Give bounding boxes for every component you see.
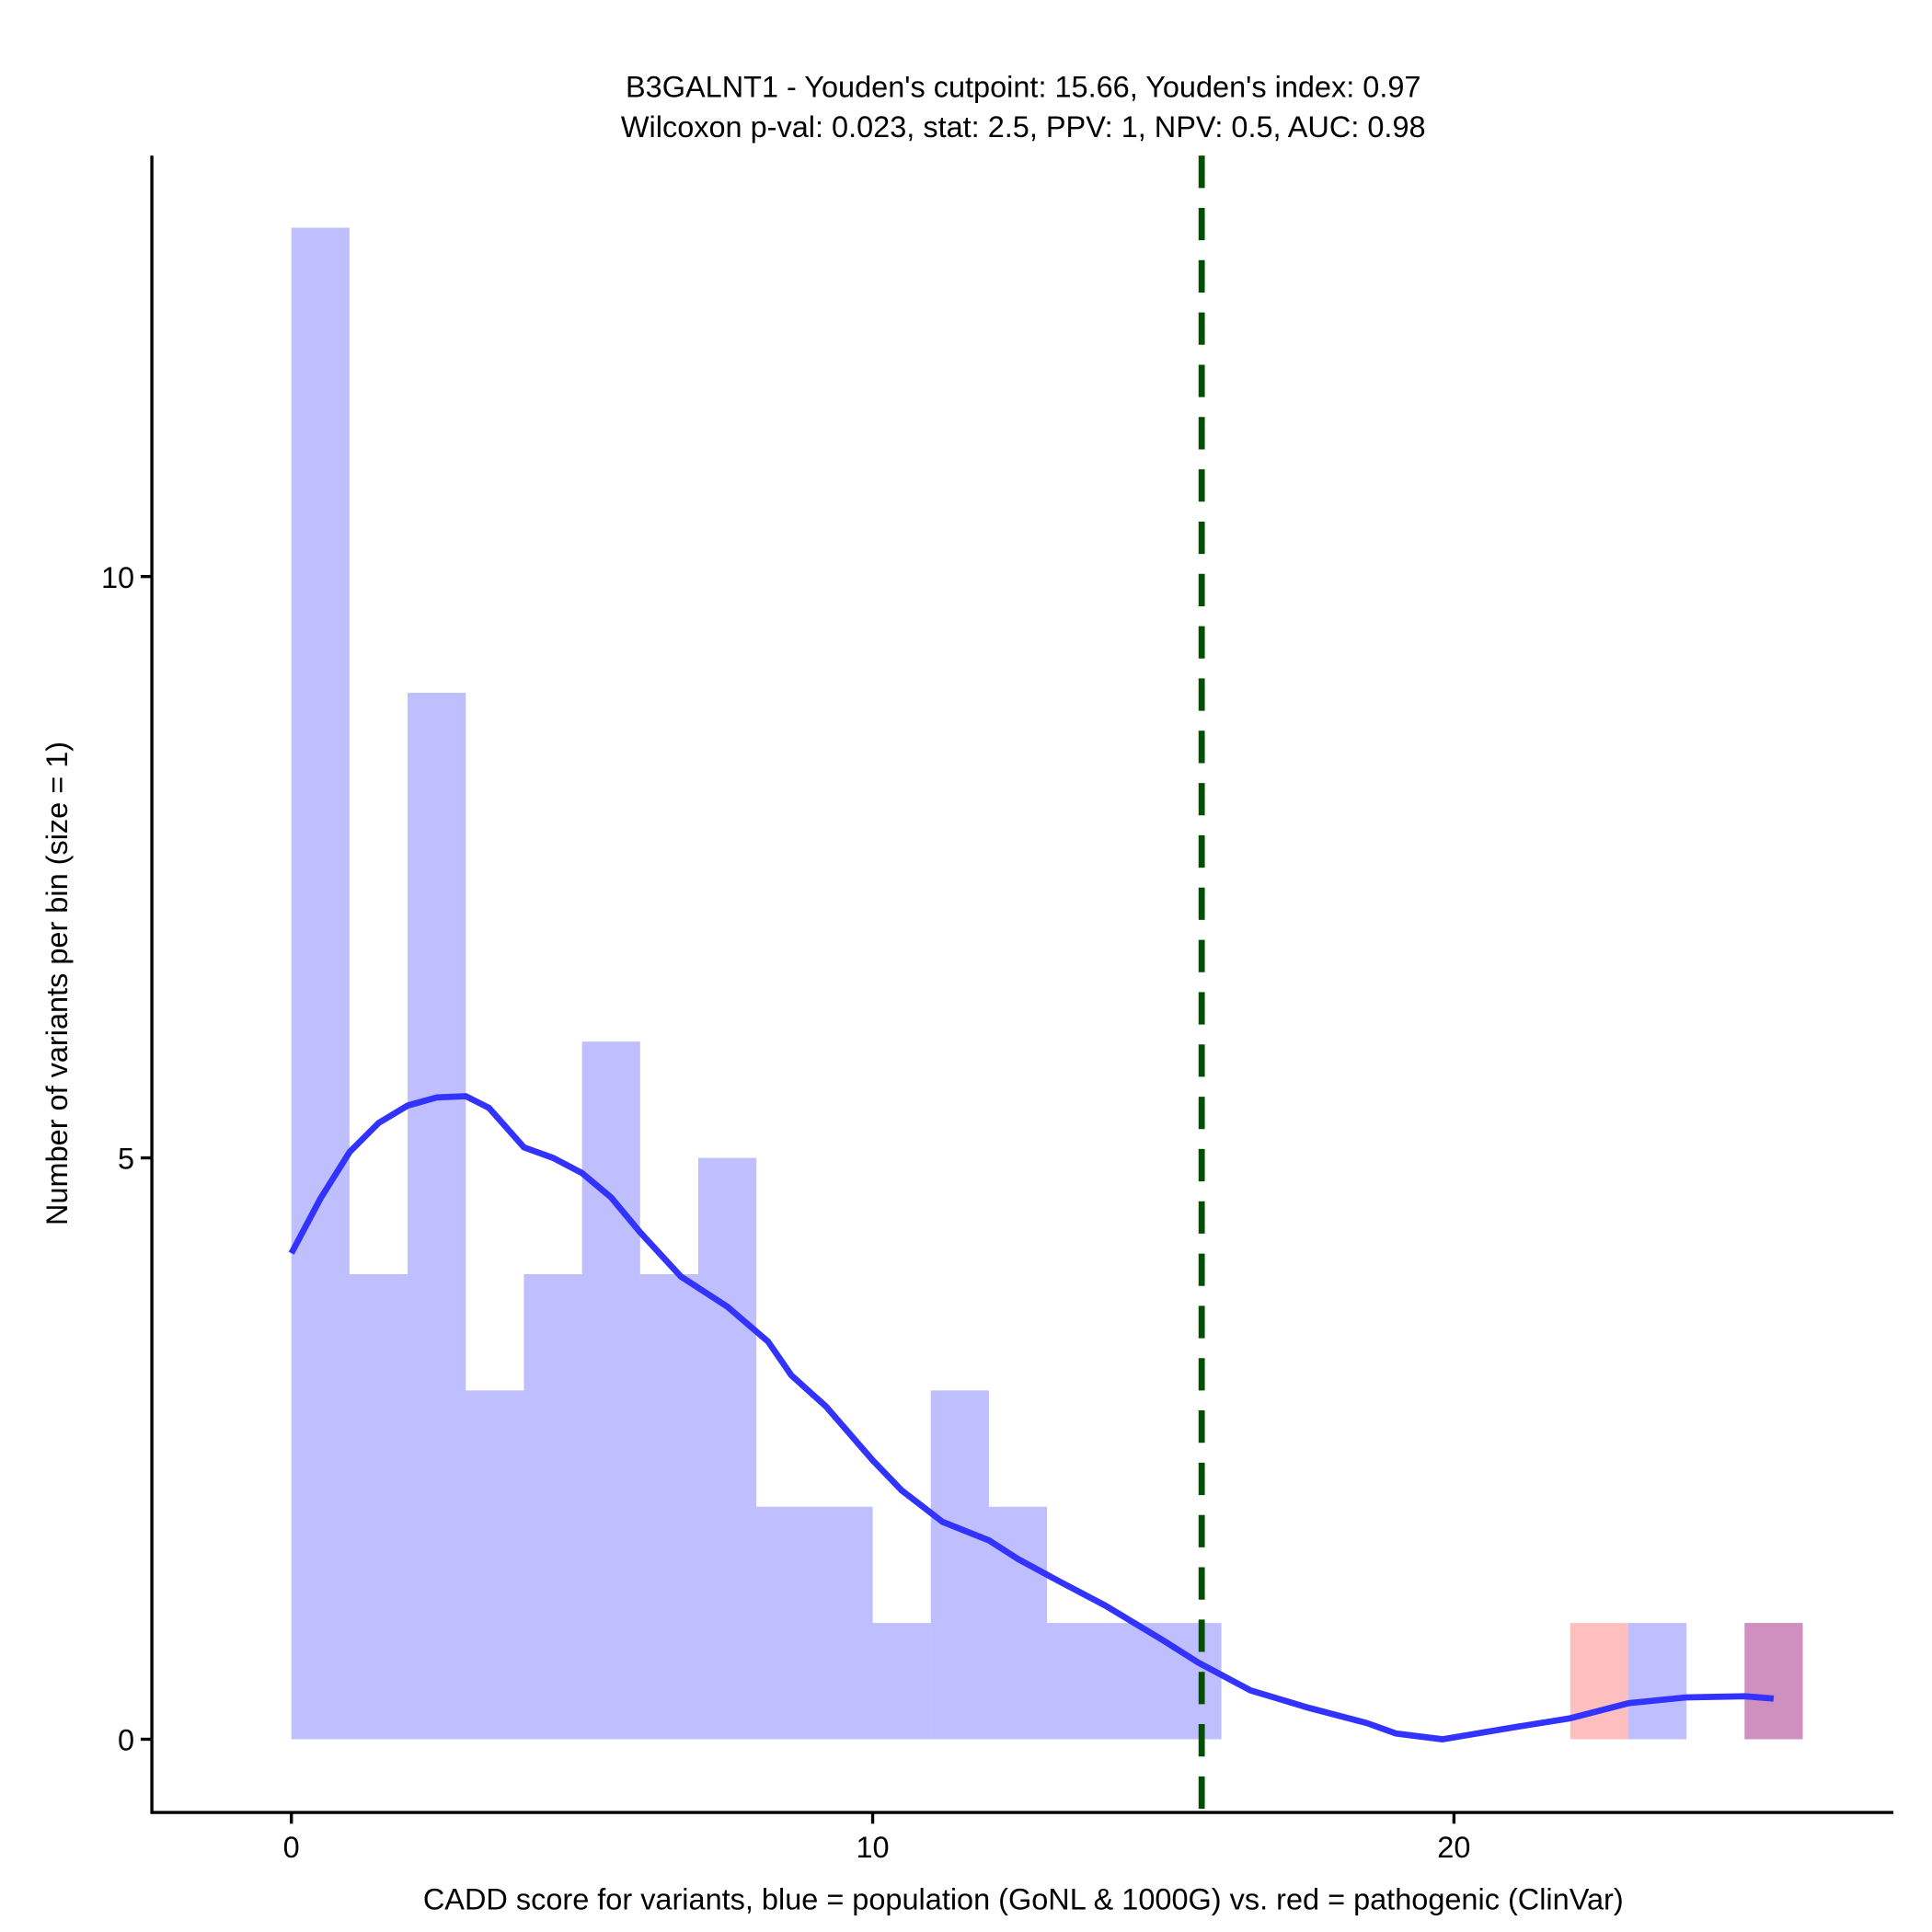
x-tick-label: 0	[283, 1831, 300, 1864]
ticks-layer: 0 10 20 0 5 10	[101, 561, 1470, 1864]
population-bar	[1744, 1623, 1803, 1740]
x-axis-label: CADD score for variants, blue = populati…	[423, 1883, 1624, 1916]
population-bar	[581, 1041, 640, 1740]
population-bar	[930, 1390, 989, 1740]
population-bar	[466, 1390, 524, 1740]
x-tick-label: 10	[856, 1831, 889, 1864]
density-curve	[288, 1093, 1775, 1742]
y-tick-label: 0	[118, 1724, 134, 1757]
population-bar	[349, 1273, 408, 1740]
y-tick-label: 5	[118, 1143, 134, 1176]
population-bar	[408, 693, 466, 1740]
population-bar	[988, 1506, 1048, 1740]
bars-layer	[291, 227, 1803, 1740]
pathogenic-bar	[1744, 1623, 1803, 1740]
pathogenic-bar	[1570, 1623, 1628, 1740]
population-bar	[1047, 1623, 1106, 1740]
population-bar	[872, 1623, 931, 1740]
population-bar	[1105, 1623, 1164, 1740]
population-bar	[291, 227, 350, 1740]
population-bar	[523, 1273, 582, 1740]
population-bar	[639, 1273, 699, 1740]
population-bar	[756, 1506, 815, 1740]
population-bar	[1627, 1623, 1687, 1740]
population-bar	[1163, 1623, 1222, 1740]
chart-title-line1: B3GALNT1 - Youden's cutpoint: 15.66, You…	[626, 71, 1420, 104]
y-tick-label: 10	[101, 561, 134, 594]
y-axis-label: Number of variants per bin (size = 1)	[40, 742, 74, 1225]
x-tick-label: 20	[1437, 1831, 1470, 1864]
population-bar	[698, 1157, 757, 1740]
chart-title-line2: Wilcoxon p-val: 0.023, stat: 2.5, PPV: 1…	[621, 110, 1426, 144]
population-bar	[814, 1506, 873, 1740]
